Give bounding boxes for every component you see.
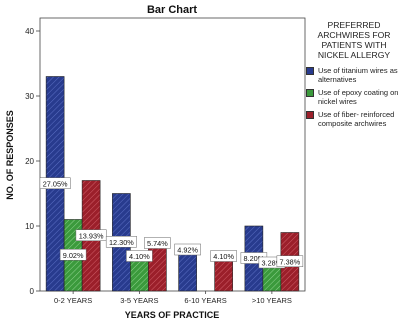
data-label-box (276, 255, 304, 267)
bar-1-1 (130, 258, 149, 292)
legend-item: Use of epoxy coating on nickel wires (306, 88, 402, 106)
data-label: 13.93% (79, 231, 104, 240)
data-labels-group: 27.05% 9.02% 13.93% 12.30% 4.10% 5.74% 4.92% 4.… (39, 177, 304, 269)
legend-label: Use of fiber- reinforced composite archw… (318, 110, 395, 128)
data-label: 4.92% (177, 246, 198, 255)
data-label: 3.28% (262, 259, 283, 268)
legend-items: Use of titanium wires as alternatives Use… (306, 66, 402, 128)
data-label-box (75, 229, 107, 241)
y-axis: 0 10 20 30 40 (25, 27, 40, 296)
data-label: 5.74% (147, 239, 168, 248)
y-tick-label: 20 (25, 157, 34, 166)
data-label-box (144, 237, 171, 249)
legend-item: Use of titanium wires as alternatives (306, 66, 402, 84)
x-tick-label: >10 YEARS (252, 296, 292, 305)
legend-swatch (306, 111, 314, 119)
data-label: 8.20% (244, 254, 265, 263)
y-tick-label: 10 (25, 222, 34, 231)
chart-title: Bar Chart (147, 4, 197, 16)
legend-label: Use of titanium wires as alternatives (318, 66, 398, 84)
legend-item: Use of fiber- reinforced composite archw… (306, 110, 402, 128)
legend-swatch (306, 67, 314, 75)
x-axis: 0-2 YEARS 3-5 YEARS 6-10 YEARS >10 YEARS (54, 291, 292, 305)
y-tick-label: 40 (25, 27, 34, 36)
x-tick-label: 0-2 YEARS (54, 296, 92, 305)
bar-2-0 (178, 251, 197, 292)
data-label: 27.05% (43, 179, 68, 188)
data-label: 9.02% (63, 251, 84, 260)
data-label: 12.30% (109, 238, 134, 247)
data-label-box (39, 177, 71, 189)
data-label-box (210, 250, 237, 262)
data-label: 4.10% (213, 252, 234, 261)
x-axis-title: YEARS OF PRACTICE (125, 310, 220, 320)
data-label: 7.38% (280, 257, 301, 266)
data-label: 4.10% (129, 252, 150, 261)
y-tick-label: 30 (25, 92, 34, 101)
bar-2-2 (214, 258, 233, 292)
data-label-box (126, 250, 153, 262)
x-tick-label: 6-10 YEARS (184, 296, 226, 305)
bar-3-1 (262, 264, 282, 292)
data-label-box (105, 236, 137, 248)
data-label-box (174, 243, 201, 256)
legend-label: Use of epoxy coating on nickel wires (318, 88, 399, 106)
legend: PREFERRED ARCHWIRES FOR PATIENTS WITH NI… (306, 20, 402, 132)
x-tick-label: 3-5 YEARS (120, 296, 158, 305)
y-axis-title: NO. OF RESPONSES (5, 110, 15, 200)
legend-title: PREFERRED ARCHWIRES FOR PATIENTS WITH NI… (317, 20, 391, 60)
data-label-box (59, 249, 87, 261)
legend-swatch (306, 89, 314, 97)
y-tick-label: 0 (30, 287, 35, 296)
